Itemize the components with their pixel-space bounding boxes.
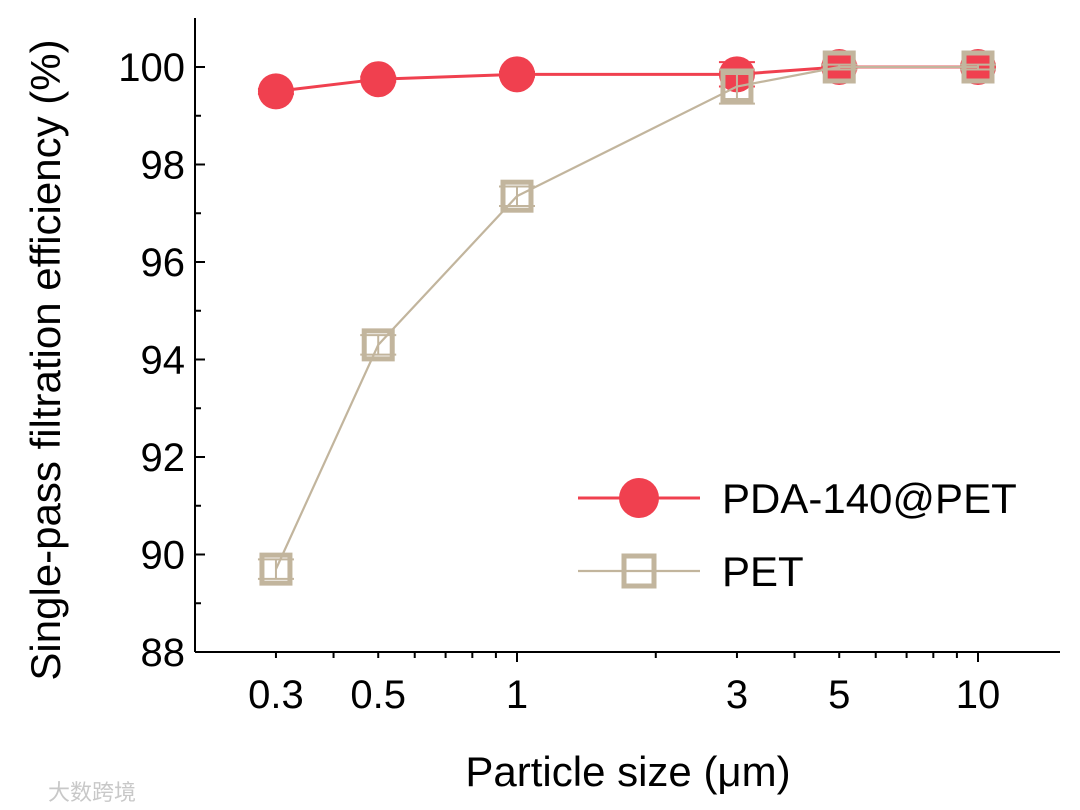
y-tick-label: 96 (141, 241, 186, 285)
watermark-text: 大数跨境 (48, 781, 136, 806)
data-point (822, 50, 856, 84)
data-point (257, 73, 294, 110)
x-tick-label: 1 (506, 673, 528, 717)
data-point (361, 328, 395, 362)
legend-label: PET (722, 548, 804, 595)
legend-marker (619, 478, 659, 518)
axes: 88 90 92 94 96 98 100 0.3 0.5 1 3 5 10 (118, 18, 1060, 717)
data-point (500, 179, 534, 213)
legend-label: PDA-140@PET (722, 475, 1017, 522)
x-tick-label: 0.3 (248, 673, 304, 717)
y-tick-label: 90 (141, 534, 186, 578)
x-tick-label: 3 (726, 673, 748, 717)
x-tick-label: 10 (956, 673, 1001, 717)
y-tick-label: 98 (141, 144, 186, 188)
y-axis-title: Single-pass filtration efficiency (%) (22, 39, 69, 680)
data-point (499, 56, 535, 93)
series-line (274, 65, 978, 570)
x-tick-label: 0.5 (350, 673, 406, 717)
y-tick-label: 88 (141, 631, 186, 675)
y-tick-label: 92 (141, 436, 186, 480)
data-point (720, 70, 754, 103)
x-axis-title: Particle size (μm) (465, 748, 790, 795)
legend: PDA-140@PET PET (578, 475, 1017, 595)
data-point (259, 552, 293, 586)
y-tick-label: 94 (141, 339, 186, 383)
y-tick-label: 100 (118, 46, 185, 90)
data-point (961, 50, 995, 84)
x-tick-label: 5 (828, 673, 850, 717)
series-layer (257, 49, 996, 586)
data-point (360, 61, 397, 98)
legend-marker (621, 553, 657, 589)
